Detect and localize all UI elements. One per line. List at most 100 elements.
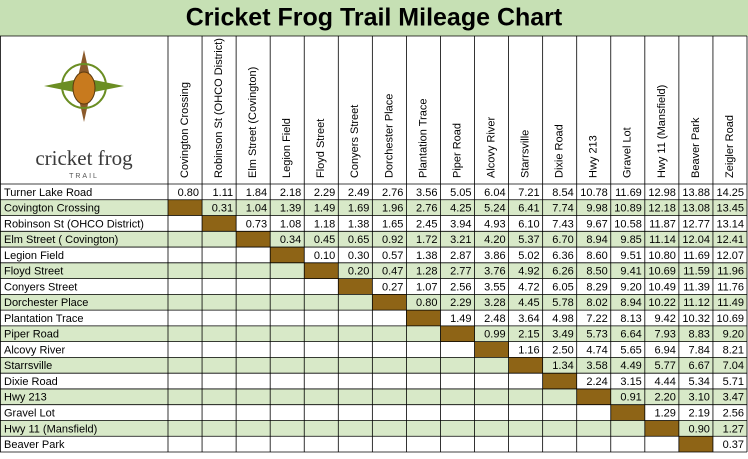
row-band [0,262,747,279]
distance: 6.41 [518,203,539,215]
distance: 2.48 [484,313,505,325]
distance: 11.59 [683,266,710,278]
column-header: Elm Street (Covington) [247,67,259,178]
distance: 8.54 [552,187,573,199]
distance: 2.50 [552,344,573,356]
distance: 0.27 [382,281,403,293]
column-header: Dorchester Place [383,94,395,178]
distance: 1.11 [213,187,234,199]
distance: 11.69 [615,187,642,199]
distance: 3.21 [450,234,471,246]
distance: 6.04 [484,187,505,199]
distance: 6.05 [552,281,573,293]
distance: 4.72 [518,281,539,293]
distance: 0.92 [382,234,403,246]
distance: 0.65 [348,234,369,246]
distance: 5.34 [689,376,710,388]
distance: 6.70 [552,234,573,246]
distance: 6.64 [620,329,641,341]
distance: 4.44 [654,376,675,388]
distance: 1.07 [416,281,437,293]
distance: 8.29 [586,281,607,293]
column-header: Dixie Road [554,124,566,178]
distance: 7.43 [552,218,573,230]
distance: 0.20 [348,266,369,278]
distance: 2.56 [723,407,744,419]
distance: 1.29 [654,407,675,419]
distance: 11.76 [717,281,744,293]
distance: 0.91 [620,392,641,404]
distance: 3.55 [484,281,505,293]
distance: 3.58 [586,360,607,372]
distance: 11.87 [649,218,676,230]
distance: 6.94 [654,344,675,356]
diagonal-cell [270,247,305,263]
row-label: Hwy 11 (Mansfield) [4,423,97,435]
distance: 13.08 [682,203,710,215]
distance: 6.36 [552,250,573,262]
row-label: Gravel Lot [4,407,55,419]
distance: 2.76 [416,203,437,215]
distance: 5.78 [552,297,573,309]
row-label: Floyd Street [4,266,63,278]
distance: 9.20 [620,281,641,293]
distance: 2.45 [416,218,437,230]
distance: 13.88 [682,187,710,199]
distance: 1.49 [450,313,471,325]
distance: 8.94 [620,297,641,309]
distance: 1.38 [348,218,369,230]
distance: 12.41 [716,234,744,246]
distance: 5.37 [518,234,539,246]
diagonal-cell [576,388,611,405]
diagonal-cell [678,436,713,452]
distance: 2.18 [280,187,301,199]
row-label: Covington Crossing [4,203,100,215]
distance: 1.72 [416,234,437,246]
distance: 9.67 [586,218,607,230]
distance: 1.28 [416,266,437,278]
distance: 3.56 [416,187,437,199]
distance: 12.77 [682,218,710,230]
distance: 10.89 [614,203,642,215]
column-header: Piper Road [451,123,463,178]
row-label: Conyers Street [4,281,77,293]
distance: 2.87 [450,250,471,262]
distance: 9.41 [620,266,641,278]
distance: 6.26 [552,266,573,278]
title: Cricket Frog Trail Mileage Chart [186,4,563,32]
row-band [0,388,747,405]
column-header: Legion Field [281,118,293,178]
distance: 2.49 [348,187,369,199]
distance: 8.13 [620,313,641,325]
distance: 9.51 [620,250,641,262]
distance: 9.20 [723,329,744,341]
distance: 11.69 [683,250,710,262]
distance: 1.65 [382,218,403,230]
distance: 5.02 [518,250,539,262]
distance: 3.64 [518,313,539,325]
diagonal-cell [372,294,407,311]
distance: 2.29 [314,187,335,199]
column-header: Alcovy River [485,117,497,178]
logo-sub: TRAIL [69,173,99,180]
diagonal-cell [474,341,509,358]
distance: 13.45 [716,203,744,215]
distance: 4.45 [518,297,539,309]
distance: 8.83 [689,329,710,341]
column-header: Floyd Street [315,119,327,178]
distance: 7.21 [518,187,539,199]
distance: 1.96 [382,203,403,215]
column-header: Starrsville [520,130,532,178]
distance: 11.49 [717,297,744,309]
distance: 10.22 [648,297,676,309]
distance: 8.21 [723,344,744,356]
distance: 10.69 [716,313,744,325]
distance: 2.20 [654,392,675,404]
distance: 2.24 [586,376,607,388]
distance: 3.49 [552,329,573,341]
distance: 11.39 [683,281,710,293]
row-label: Legion Field [4,250,64,262]
distance: 10.58 [614,218,642,230]
distance: 4.49 [620,360,641,372]
row-band [0,231,747,248]
